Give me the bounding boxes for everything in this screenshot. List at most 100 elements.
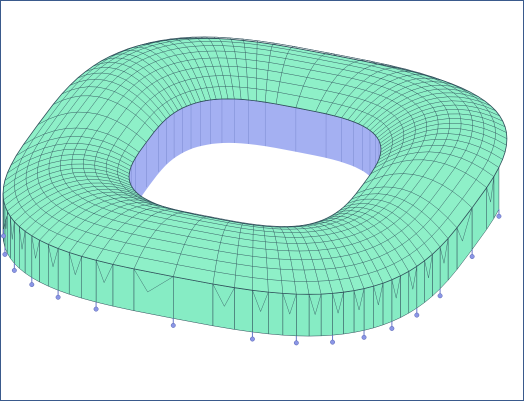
roof-rib [331,213,409,272]
roof-rib [256,40,258,101]
roof-rib [378,139,503,160]
roof-rib [375,100,496,136]
roof-rib [378,109,503,141]
roof-rib [52,95,155,133]
roof-rib [355,186,458,228]
support [170,322,176,328]
roof-rib [69,202,163,253]
roof-rib [370,159,487,188]
roof-rib [101,57,179,111]
roof-rib [252,224,254,291]
roof-rib [48,197,152,245]
side-panel [382,279,393,326]
roof-rib [347,198,441,248]
side-brace [12,221,15,240]
roof-rib [3,167,130,200]
roof-rib [4,171,131,206]
roof-rib [155,40,206,101]
roof-rib [325,63,398,114]
side-panel [6,210,11,260]
side-brace [224,287,235,307]
side-brace [456,227,463,242]
roof-rib [366,88,479,129]
roof-rib [109,53,183,109]
side-panel [14,221,20,269]
side-brace [48,244,54,267]
roof-rib [4,154,131,181]
roof-rib [37,111,147,143]
roof-rib [61,86,159,127]
side-panel [320,293,333,337]
roof-rib [95,206,176,261]
roof-rib [353,77,452,122]
roof-rib [173,216,215,277]
roof-rib [2,163,130,194]
side-brace [391,279,397,299]
side-brace [19,226,23,250]
support [293,340,299,346]
side-panel [343,290,355,335]
roof-rib [380,118,507,147]
roof-rib [287,226,322,295]
roof-rib [309,223,365,289]
side-brace [147,276,174,293]
roof-rib [14,182,135,222]
roof-rib [166,38,211,100]
roof-rib [351,193,449,239]
roof-rib [299,224,344,293]
side-brace [353,290,360,311]
side-brace [21,231,26,250]
side-brace [443,238,449,264]
roof-rib [39,194,148,241]
side-brace [314,294,322,315]
roof-rib [227,37,242,100]
roof-rib [10,143,134,166]
roof-rib [241,38,249,101]
side-brace [35,240,40,259]
roof-rib [318,220,384,284]
side-brace [260,292,269,312]
roof-rib [323,218,393,280]
roof-rib [315,59,377,112]
support [389,326,395,331]
support [414,312,420,318]
roof-rib [261,224,269,293]
side-panel [234,287,253,333]
side-brace [396,275,401,299]
side-brace [95,260,105,283]
side-panel [296,293,310,337]
roof-rib [200,36,229,99]
opening [132,142,378,228]
roof-rib [15,136,136,158]
side-panel [133,268,174,319]
roof-rib [85,67,171,116]
support [469,254,475,259]
side-brace [428,254,433,278]
roof-rib [377,104,500,138]
roof-rib [358,81,462,124]
roof-rib [363,173,473,208]
side-brace [373,286,379,306]
roof-rib [334,67,414,117]
roof-rib [136,44,196,104]
roof-rib [93,62,175,114]
side-panel [57,248,70,295]
roof-rib [293,225,333,294]
roof-rib [126,46,192,105]
roof-rib [177,37,217,100]
roof-rib [341,70,429,118]
side-brace [212,283,225,307]
side-brace [10,216,13,240]
side-panel [400,270,410,318]
roof-rib [343,203,433,255]
side-brace [486,187,491,203]
roof-rib [69,79,163,123]
support [11,267,17,273]
roof-rib [362,84,471,127]
stadium-model [1,36,508,346]
roof-rib [212,220,235,285]
roof-rib [376,144,500,168]
side-brace [68,252,76,275]
side-brace [289,294,297,315]
